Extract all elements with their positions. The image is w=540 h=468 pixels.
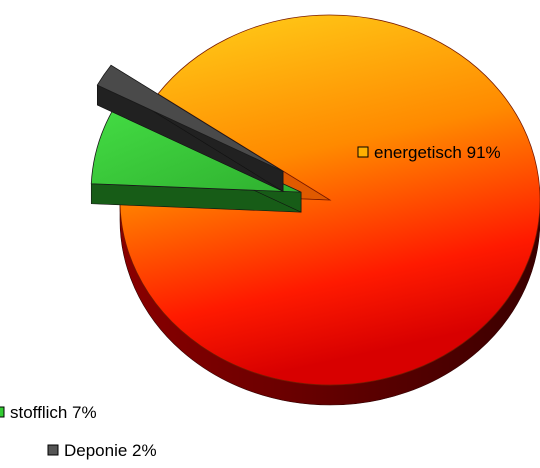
slice-top-face: [119, 14, 540, 386]
data-label-text: Deponie 2%: [64, 441, 157, 460]
pie-slice-deponie: [96, 64, 284, 192]
legend-swatch: [47, 444, 59, 456]
data-label-stofflich: stofflich 7%: [0, 403, 97, 422]
data-label-text: stofflich 7%: [10, 403, 97, 422]
data-label-energetisch: energetisch 91%: [357, 143, 501, 162]
slice-top-face: [96, 64, 284, 172]
legend-swatch: [357, 146, 369, 158]
data-label-text: energetisch 91%: [374, 143, 501, 162]
pie-slice-energetisch: [119, 14, 540, 406]
legend-swatch: [0, 406, 5, 418]
data-label-deponie: Deponie 2%: [47, 441, 157, 460]
